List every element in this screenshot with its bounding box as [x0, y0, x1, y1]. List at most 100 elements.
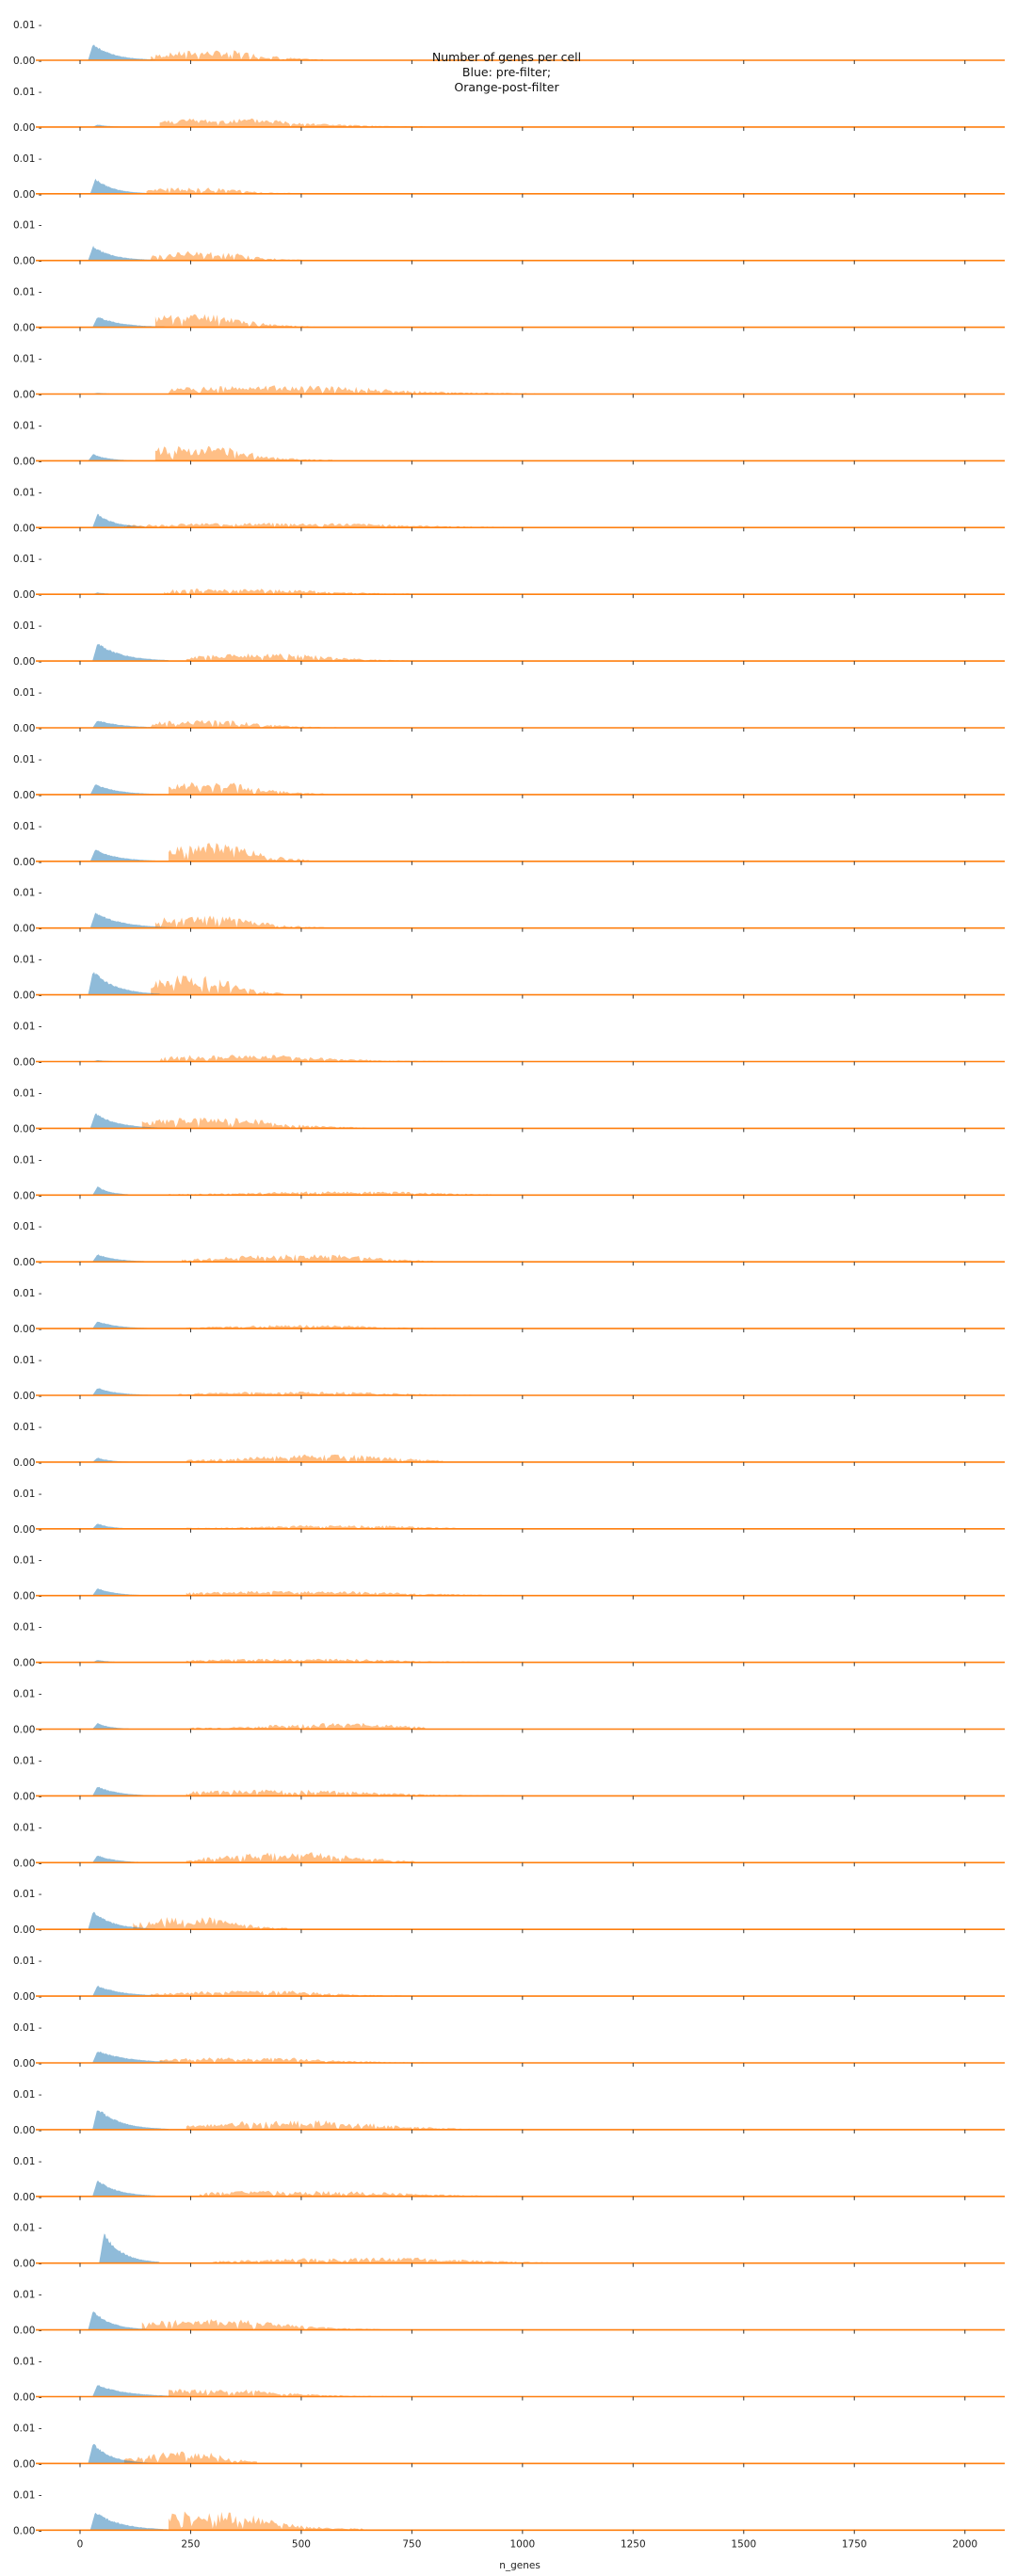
panel-9: 0.01 - 0.00 -	[13, 554, 1005, 601]
y-tick-label: 0.01 -	[13, 754, 42, 765]
panel-12: 0.01 - 0.00 -	[13, 754, 1005, 801]
panel-38: 0.01 - 0.00 -	[13, 2489, 1005, 2536]
y-tick-label: 0.00 -	[13, 1324, 42, 1335]
panel-37: 0.01 - 0.00 -	[13, 2423, 1005, 2470]
y-tick-label: 0.00 -	[13, 1190, 42, 1201]
y-tick-label: 0.01 -	[13, 2423, 42, 2434]
post-filter-area	[186, 1789, 514, 1796]
post-filter-area	[212, 2257, 567, 2263]
x-tick-label: 1500	[731, 2538, 756, 2550]
y-tick-label: 0.01 -	[13, 1489, 42, 1500]
panel-17: 0.01 - 0.00 -	[13, 1087, 1005, 1135]
y-tick-label: 0.01 -	[13, 87, 42, 98]
y-tick-label: 0.01 -	[13, 354, 42, 365]
y-tick-label: 0.01 -	[13, 2223, 42, 2234]
y-tick-label: 0.00 -	[13, 723, 42, 734]
y-tick-label: 0.00 -	[13, 1391, 42, 1402]
panel-24: 0.01 - 0.00 -	[13, 1555, 1005, 1602]
panel-36: 0.01 - 0.00 -	[13, 2357, 1005, 2404]
y-tick-label: 0.00 -	[13, 189, 42, 201]
y-tick-label: 0.00 -	[13, 589, 42, 601]
x-axis: 0 250 500 750 1000 1250 1500 1750 2000	[77, 2538, 977, 2550]
pre-filter-area	[92, 644, 169, 662]
y-tick-label: 0.00 -	[13, 1457, 42, 1469]
pre-filter-area	[92, 1254, 155, 1263]
pre-filter-area	[92, 1588, 147, 1596]
y-tick-label: 0.00 -	[13, 256, 42, 267]
pre-filter-area	[89, 784, 169, 795]
chart-title: Number of genes per cell Blue: pre-filte…	[432, 50, 581, 94]
post-filter-area	[151, 719, 337, 728]
post-filter-area	[186, 1590, 558, 1596]
panel-27: 0.01 - 0.00 -	[13, 1755, 1005, 1802]
panel-35: 0.01 - 0.00 -	[13, 2290, 1005, 2337]
post-filter-area	[186, 1658, 532, 1663]
y-tick-label: 0.00 -	[13, 323, 42, 334]
panel-2: 0.01 - 0.00 -	[13, 87, 1005, 134]
panel-23: 0.01 - 0.00 -	[13, 1489, 1005, 1536]
panel-26: 0.01 - 0.00 -	[13, 1689, 1005, 1736]
panel-31: 0.01 - 0.00 -	[13, 2022, 1005, 2069]
pre-filter-area	[92, 513, 152, 528]
y-tick-label: 0.01 -	[13, 888, 42, 899]
post-filter-area	[159, 1055, 444, 1062]
y-tick-label: 0.01 -	[13, 955, 42, 966]
y-tick-label: 0.01 -	[13, 420, 42, 431]
post-filter-area	[168, 385, 536, 394]
post-filter-area	[186, 1524, 461, 1529]
y-tick-label: 0.00 -	[13, 1858, 42, 1869]
y-tick-label: 0.00 -	[13, 1123, 42, 1135]
panel-30: 0.01 - 0.00 -	[13, 1956, 1005, 2003]
y-tick-label: 0.00 -	[13, 2326, 42, 2337]
y-tick-label: 0.00 -	[13, 1791, 42, 1802]
y-tick-label: 0.00 -	[13, 2525, 42, 2536]
panels-layer: 0.01 - 0.00 - 0.01 - 0.00 - 0.01 - 0.00 - 0.01…	[13, 20, 1005, 2536]
panel-20: 0.01 - 0.00 -	[13, 1288, 1005, 1335]
pre-filter-area	[92, 1723, 134, 1730]
pre-filter-area	[89, 178, 152, 194]
panel-29: 0.01 - 0.00 -	[13, 1889, 1005, 1936]
x-tick-label: 1250	[621, 2538, 646, 2550]
x-tick-label: 750	[402, 2538, 421, 2550]
y-tick-label: 0.00 -	[13, 1924, 42, 1936]
post-filter-area	[151, 250, 301, 261]
y-tick-label: 0.00 -	[13, 2458, 42, 2470]
post-filter-area	[186, 1722, 426, 1730]
y-tick-label: 0.01 -	[13, 554, 42, 565]
post-filter-area	[133, 1917, 288, 1930]
x-tick-label: 1750	[842, 2538, 867, 2550]
post-filter-area	[123, 2451, 257, 2464]
post-filter-area	[186, 1325, 444, 1329]
panel-6: 0.01 - 0.00 -	[13, 354, 1005, 401]
y-tick-label: 0.01 -	[13, 1154, 42, 1166]
y-tick-label: 0.00 -	[13, 1057, 42, 1069]
pre-filter-area	[88, 972, 160, 995]
post-filter-area	[151, 50, 324, 60]
post-filter-area	[168, 2511, 368, 2531]
y-tick-label: 0.00 -	[13, 990, 42, 1002]
post-filter-area	[141, 2319, 381, 2330]
y-tick-label: 0.00 -	[13, 2192, 42, 2203]
panel-14: 0.01 - 0.00 -	[13, 888, 1005, 935]
pre-filter-area	[88, 1911, 155, 1930]
y-tick-label: 0.00 -	[13, 1991, 42, 2003]
panel-3: 0.01 - 0.00 -	[13, 153, 1005, 201]
y-tick-label: 0.01 -	[13, 2357, 42, 2368]
y-tick-label: 0.01 -	[13, 2022, 42, 2034]
pre-filter-area	[92, 1523, 134, 1529]
panel-32: 0.01 - 0.00 -	[13, 2089, 1005, 2136]
pre-filter-area	[92, 1986, 169, 1997]
panel-1: 0.01 - 0.00 -	[13, 20, 1005, 67]
pre-filter-area	[92, 720, 169, 728]
y-tick-label: 0.01 -	[13, 2489, 42, 2501]
post-filter-area	[141, 1117, 368, 1129]
pre-filter-area	[89, 1113, 169, 1129]
y-tick-label: 0.00 -	[13, 790, 42, 801]
post-filter-area	[168, 2389, 399, 2397]
panel-21: 0.01 - 0.00 -	[13, 1355, 1005, 1402]
y-tick-label: 0.01 -	[13, 1956, 42, 1967]
pre-filter-area	[92, 2181, 155, 2197]
y-tick-label: 0.01 -	[13, 20, 42, 31]
y-tick-label: 0.01 -	[13, 2089, 42, 2101]
title-line-1: Number of genes per cell	[432, 50, 581, 64]
